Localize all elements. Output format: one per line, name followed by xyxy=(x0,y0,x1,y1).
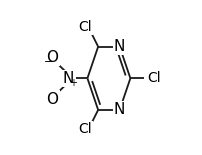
Text: Cl: Cl xyxy=(78,122,92,136)
Text: Cl: Cl xyxy=(78,20,92,34)
Text: N: N xyxy=(114,102,125,117)
Text: O: O xyxy=(46,50,58,65)
Text: N: N xyxy=(114,39,125,54)
Text: O: O xyxy=(46,92,58,107)
Text: +: + xyxy=(69,78,77,88)
Text: Cl: Cl xyxy=(147,71,160,85)
Text: N: N xyxy=(63,71,74,86)
Text: −: − xyxy=(44,57,54,66)
